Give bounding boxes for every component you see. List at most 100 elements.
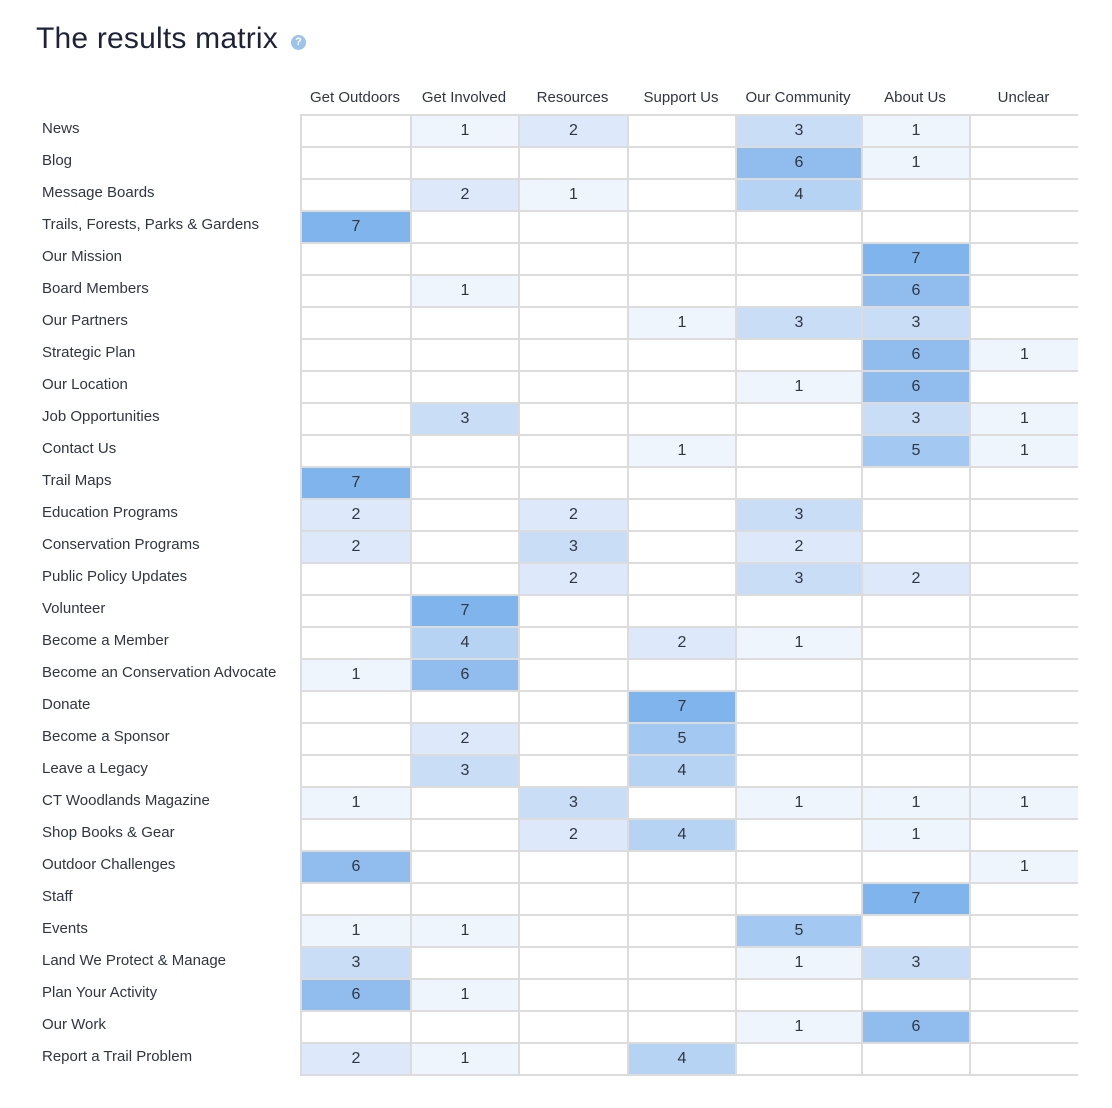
matrix-cell	[971, 628, 1078, 658]
row-label: Report a Trail Problem	[42, 1048, 193, 1065]
matrix-cell	[863, 916, 969, 946]
matrix-cell	[863, 532, 969, 562]
matrix-cell	[520, 468, 627, 498]
matrix-cell	[737, 756, 861, 786]
row-label: Become a Member	[42, 632, 169, 649]
matrix-cell: 1	[737, 372, 861, 402]
matrix-cell	[302, 820, 410, 850]
matrix-cell: 1	[629, 436, 735, 466]
matrix-cell	[971, 756, 1078, 786]
matrix-cell	[737, 660, 861, 690]
row-label: Become a Sponsor	[42, 728, 170, 745]
matrix-cell	[629, 788, 735, 818]
matrix-cell	[971, 532, 1078, 562]
matrix-cell	[520, 948, 627, 978]
matrix-cell	[520, 212, 627, 242]
matrix-cell: 3	[412, 756, 518, 786]
matrix-cell	[412, 468, 518, 498]
matrix-cell: 3	[520, 788, 627, 818]
matrix-cell	[302, 628, 410, 658]
matrix-cell: 1	[302, 788, 410, 818]
row-label: Staff	[42, 888, 73, 905]
matrix-cell: 1	[863, 116, 969, 146]
matrix-cell	[412, 532, 518, 562]
matrix-cell: 1	[737, 1012, 861, 1042]
matrix-cell	[971, 116, 1078, 146]
matrix-cell	[520, 724, 627, 754]
matrix-cell	[520, 308, 627, 338]
row-label: Our Partners	[42, 312, 128, 329]
matrix-cell: 6	[863, 340, 969, 370]
row-label: Outdoor Challenges	[42, 856, 176, 873]
matrix-cell	[520, 1044, 627, 1074]
matrix-cell: 3	[737, 500, 861, 530]
matrix-cell: 2	[737, 532, 861, 562]
matrix-cell	[737, 596, 861, 626]
matrix-cell	[520, 1012, 627, 1042]
matrix-cell	[520, 596, 627, 626]
matrix-cell: 1	[971, 788, 1078, 818]
matrix-cell	[412, 948, 518, 978]
matrix-cell: 3	[520, 532, 627, 562]
matrix-cell: 5	[629, 724, 735, 754]
matrix-cell	[971, 1012, 1078, 1042]
matrix-cell	[863, 1044, 969, 1074]
matrix-cell	[629, 660, 735, 690]
matrix-cell	[629, 564, 735, 594]
matrix-cell	[629, 276, 735, 306]
matrix-cell	[863, 756, 969, 786]
matrix-cell: 1	[412, 1044, 518, 1074]
matrix-cell: 1	[971, 340, 1078, 370]
column-header: Unclear	[997, 89, 1050, 106]
page-title: The results matrix	[36, 22, 278, 55]
matrix-cell	[520, 884, 627, 914]
matrix-cell	[520, 340, 627, 370]
matrix-cell	[971, 660, 1078, 690]
matrix-cell	[971, 564, 1078, 594]
matrix-cell: 1	[302, 660, 410, 690]
matrix-cell	[629, 404, 735, 434]
matrix-cell	[520, 660, 627, 690]
matrix-cell	[412, 308, 518, 338]
row-label: Volunteer	[42, 600, 106, 617]
matrix-cell: 3	[863, 308, 969, 338]
matrix-cell	[302, 692, 410, 722]
matrix-cell: 2	[520, 820, 627, 850]
row-label: Trail Maps	[42, 472, 112, 489]
matrix-cell: 5	[737, 916, 861, 946]
matrix-cell	[520, 148, 627, 178]
matrix-cell	[629, 116, 735, 146]
matrix-cell	[629, 500, 735, 530]
matrix-cell	[737, 212, 861, 242]
row-label: Message Boards	[42, 184, 155, 201]
row-label: Board Members	[42, 280, 149, 297]
matrix-cell	[971, 1044, 1078, 1074]
help-icon[interactable]: ?	[291, 34, 306, 50]
matrix-cell: 2	[302, 532, 410, 562]
matrix-cell	[971, 692, 1078, 722]
matrix-cell	[412, 788, 518, 818]
matrix-cell: 4	[629, 820, 735, 850]
matrix-cell	[629, 372, 735, 402]
matrix-cell: 2	[302, 500, 410, 530]
matrix-cell: 1	[971, 404, 1078, 434]
matrix-cell	[302, 180, 410, 210]
row-label: Public Policy Updates	[42, 568, 188, 585]
column-header: Get Outdoors	[309, 89, 401, 106]
matrix-cell	[412, 340, 518, 370]
matrix-cell	[520, 916, 627, 946]
row-label: Strategic Plan	[42, 344, 136, 361]
matrix-cell: 3	[863, 404, 969, 434]
row-label: Leave a Legacy	[42, 760, 148, 777]
matrix-cell	[412, 212, 518, 242]
matrix-cell	[412, 372, 518, 402]
matrix-cell	[629, 244, 735, 274]
matrix-cell	[629, 340, 735, 370]
matrix-cell	[520, 692, 627, 722]
matrix-cell: 1	[737, 628, 861, 658]
matrix-cell	[302, 276, 410, 306]
matrix-cell	[629, 948, 735, 978]
matrix-cell	[520, 244, 627, 274]
matrix-cell	[520, 276, 627, 306]
matrix-cell	[302, 596, 410, 626]
